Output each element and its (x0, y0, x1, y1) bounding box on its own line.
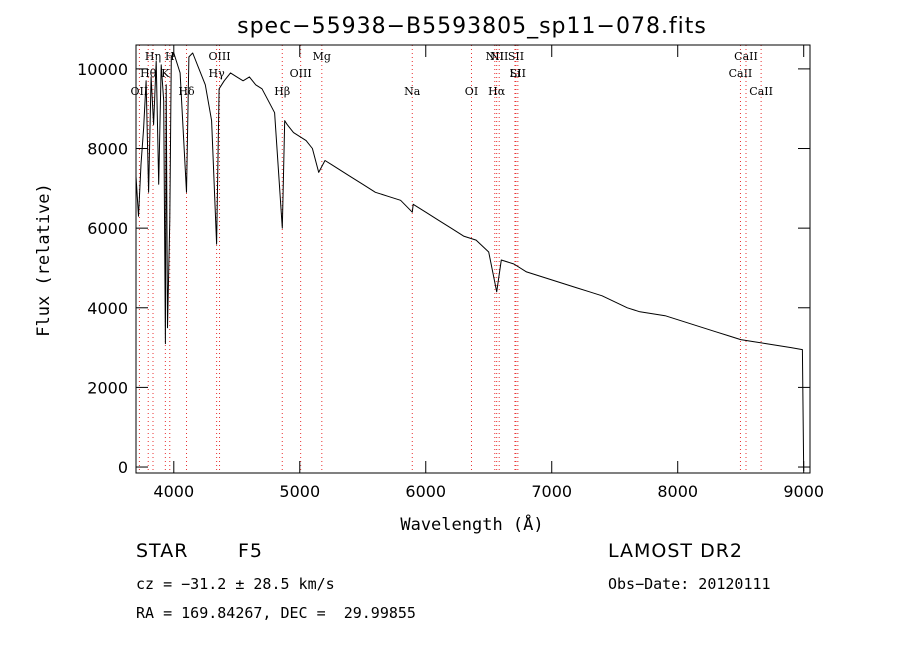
line-marker-label: Mg (313, 50, 331, 63)
spectrum-series (135, 52, 805, 472)
line-marker-label: SII (508, 50, 524, 63)
series-line (135, 52, 805, 472)
footer-coords: RA = 169.84267, DEC = 29.99855 (136, 604, 416, 622)
line-marker-label: NII (486, 50, 504, 63)
x-tick-label: 5000 (279, 482, 320, 501)
footer-cz: cz = −31.2 ± 28.5 km/s (136, 575, 335, 593)
line-markers: HηHθOIIHKHδOIIIHγHβMgOIIINaNIILiOINIISII… (131, 45, 773, 473)
footer-object-class: STAR (136, 540, 189, 562)
plot-frame (135, 44, 811, 474)
y-tick-label: 0 (118, 458, 128, 477)
y-axis-label: Flux (relative) (34, 183, 54, 337)
x-tick-label: 9000 (783, 482, 824, 501)
y-tick-label: 4000 (87, 299, 128, 318)
line-marker-label: Li (510, 67, 521, 80)
line-marker-label: CaII (734, 50, 758, 63)
x-tick-label: 4000 (153, 482, 194, 501)
line-marker-label: Hη (145, 50, 161, 63)
x-tick-label: 6000 (405, 482, 446, 501)
y-tick-label: 2000 (87, 378, 128, 397)
line-marker-label: OII (131, 85, 149, 98)
x-tick-label: 7000 (531, 482, 572, 501)
line-marker-label: Hβ (274, 85, 290, 98)
footer-subclass: F5 (238, 540, 264, 562)
line-marker-label: Hγ (209, 67, 226, 80)
line-marker-label: CaII (729, 67, 753, 80)
line-marker-label: Hδ (178, 85, 195, 98)
y-tick-label: 10000 (77, 60, 128, 79)
line-marker-label: Hθ (140, 67, 157, 80)
x-tick-label: 8000 (657, 482, 698, 501)
line-marker-label: SII (510, 67, 526, 80)
line-marker-label: CaII (749, 85, 773, 98)
line-marker-label: Na (404, 85, 421, 98)
line-marker-label: OIII (290, 67, 312, 80)
line-marker-label: K (161, 67, 170, 80)
line-marker-label: OI (465, 85, 478, 98)
footer-obs-date: Obs−Date: 20120111 (608, 575, 771, 593)
footer-survey: LAMOST DR2 (608, 540, 743, 562)
x-axis-label: Wavelength (Å) (400, 513, 543, 535)
axis-ticks: 4000 5000 6000 7000 8000 9000 0 2000 4000 6000 800… (77, 45, 824, 501)
line-marker-label: OIII (208, 50, 230, 63)
chart-title: spec−55938−B5593805_sp11−078.fits (237, 14, 707, 39)
y-tick-label: 8000 (87, 140, 128, 159)
y-tick-label: 6000 (87, 219, 128, 238)
line-marker-label: Hα (488, 85, 506, 98)
line-marker-label: H (165, 50, 175, 63)
